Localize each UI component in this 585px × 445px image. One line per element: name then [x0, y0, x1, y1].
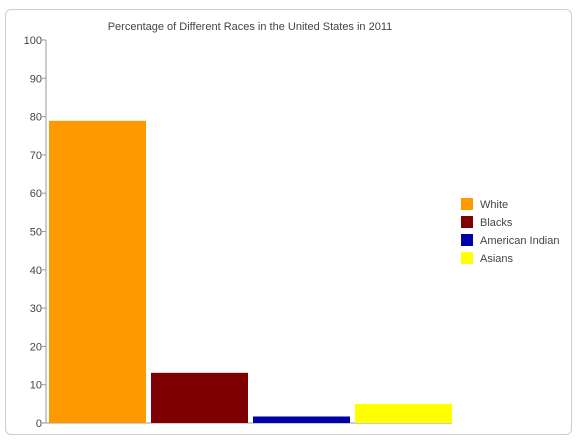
y-tick-label: 50 — [30, 227, 42, 239]
bar-blacks — [151, 372, 248, 423]
y-tick-label: 20 — [30, 341, 42, 353]
bar-asians — [355, 403, 452, 423]
chart-title: Percentage of Different Races in the Uni… — [108, 21, 393, 33]
y-tick-label: 40 — [30, 265, 42, 277]
y-tick-label: 70 — [30, 150, 42, 162]
legend-label-white: White — [480, 199, 508, 211]
legend-label-blacks: Blacks — [480, 217, 513, 229]
y-tick-label: 90 — [30, 73, 42, 85]
y-tick-label: 0 — [36, 418, 42, 430]
bar-american-indian — [253, 416, 350, 423]
bars-group — [49, 120, 452, 424]
bar-white — [49, 120, 146, 424]
legend-swatch-asians — [461, 252, 473, 264]
legend-label-asians: Asians — [480, 253, 514, 265]
legend-label-american-indian: American Indian — [480, 235, 560, 247]
legend-swatch-american-indian — [461, 234, 473, 246]
legend: White Blacks American Indian Asians — [461, 198, 560, 265]
y-tick-label: 10 — [30, 380, 42, 392]
y-tick-label: 100 — [24, 35, 42, 47]
legend-swatch-blacks — [461, 216, 473, 228]
legend-swatch-white — [461, 198, 473, 210]
y-tick-label: 80 — [30, 112, 42, 124]
y-tick-label: 30 — [30, 303, 42, 315]
y-tick-label: 60 — [30, 188, 42, 200]
